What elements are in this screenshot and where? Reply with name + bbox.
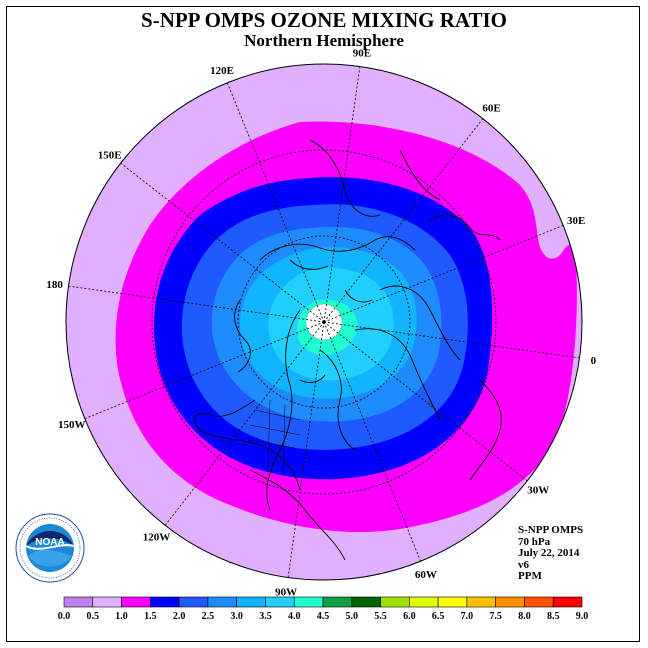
coastlines — [194, 139, 502, 561]
colorbar-swatch — [178, 596, 209, 608]
colorbar-swatch — [150, 596, 180, 608]
meridian-line — [120, 162, 325, 323]
meridian-line — [323, 321, 528, 482]
globe-outline — [65, 63, 583, 581]
info-instrument: S-NPP OMPS — [518, 524, 584, 536]
colorbar-swatch — [466, 596, 496, 608]
longitude-label: 30W — [527, 485, 549, 497]
colorbar-swatch — [63, 596, 94, 608]
info-date: July 22, 2014 — [518, 547, 580, 559]
colorbar-tick-label: 5.5 — [374, 611, 387, 622]
colorbar-swatch — [293, 596, 324, 608]
longitude-label: 90E — [353, 48, 371, 60]
longitude-label: 120W — [143, 531, 171, 543]
colorbar-swatch — [409, 596, 439, 608]
colorbar-tick-label: 4.5 — [317, 611, 330, 622]
longitude-label: 180 — [46, 279, 63, 291]
colorbar-tick-label: 3.5 — [259, 611, 272, 622]
map-title: S-NPP OMPS OZONE MIXING RATIO — [141, 8, 507, 32]
longitude-label: 60E — [482, 103, 500, 115]
meridian-line — [323, 321, 422, 562]
longitude-label: 30E — [567, 215, 585, 227]
colorbar-tick-label: 8.5 — [547, 611, 560, 622]
colorbar-tick-label: 7.0 — [461, 611, 474, 622]
colorbar-tick-label: 5.0 — [346, 611, 359, 622]
meridian-line — [84, 321, 325, 420]
colorbar-swatch — [265, 596, 295, 608]
meridian-line — [323, 321, 580, 359]
meridian-line — [287, 321, 325, 578]
colorbar-tick-label: 9.0 — [576, 611, 589, 622]
map-subtitle: Northern Hemisphere — [244, 31, 404, 50]
longitude-labels: 0 30E 60E 90E 120E 150E 180 150W 120W 90W 60W 30W — [46, 48, 596, 599]
colorbar-tick-label: 2.5 — [202, 611, 215, 622]
colorbar-swatch — [121, 596, 151, 608]
info-units: PPM — [518, 570, 542, 582]
colorbar-tick-label: 3.0 — [230, 611, 243, 622]
colorbar-swatch — [236, 596, 266, 608]
us-state-borders — [247, 399, 301, 476]
longitude-label: 150E — [98, 150, 122, 162]
colorbar-tick-label: 0.0 — [58, 611, 71, 622]
colorbar-swatch — [351, 596, 381, 608]
noaa-logo-text: NOAA — [35, 537, 64, 548]
longitude-label: 120E — [210, 65, 234, 77]
colorbar-tick-label: 7.5 — [489, 611, 502, 622]
info-level: 70 hPa — [518, 535, 551, 548]
colorbar-swatch — [92, 596, 122, 608]
colorbar-swatch — [524, 596, 554, 608]
colorbar-tick-label: 6.5 — [432, 611, 445, 622]
colorbar-swatch — [322, 596, 353, 608]
meridian-line — [226, 82, 325, 323]
colorbar-tick-label: 6.0 — [403, 611, 416, 622]
meridian-line — [323, 118, 484, 323]
colorbar-tick-label: 8.0 — [518, 611, 531, 622]
graticule — [151, 149, 497, 495]
meridian-line — [164, 321, 325, 526]
info-block: S-NPP OMPS 70 hPa July 22, 2014 v6 PPM — [518, 524, 584, 583]
colorbar: 0.0 0.5 1.0 1.5 2.0 2.5 3.0 3.5 4.0 4.5 5.0 5.5 6.0 6… — [58, 596, 589, 622]
colorbar-tick-label: 0.5 — [87, 611, 100, 622]
meridian-line — [323, 66, 361, 323]
plot-frame — [6, 6, 640, 642]
colorbar-swatch — [380, 596, 410, 608]
colorbar-swatch — [207, 596, 237, 608]
noaa-logo: NOAA — [15, 513, 85, 583]
colorbar-swatch — [495, 596, 525, 608]
colorbar-tick-label: 2.0 — [173, 611, 186, 622]
meridian-line — [323, 224, 564, 323]
colorbar-swatch — [552, 596, 583, 608]
info-version: v6 — [518, 558, 529, 571]
meridians — [68, 66, 580, 578]
colorbar-tick-label: 1.5 — [144, 611, 157, 622]
colorbar-swatch — [437, 596, 468, 608]
colorbar-tick-label: 1.0 — [115, 611, 128, 622]
longitude-label: 90W — [275, 586, 297, 598]
longitude-label: 150W — [58, 419, 86, 431]
longitude-label: 0 — [591, 355, 597, 367]
meridian-line — [68, 285, 325, 323]
colorbar-tick-label: 4.0 — [288, 611, 301, 622]
longitude-label: 60W — [415, 569, 437, 581]
